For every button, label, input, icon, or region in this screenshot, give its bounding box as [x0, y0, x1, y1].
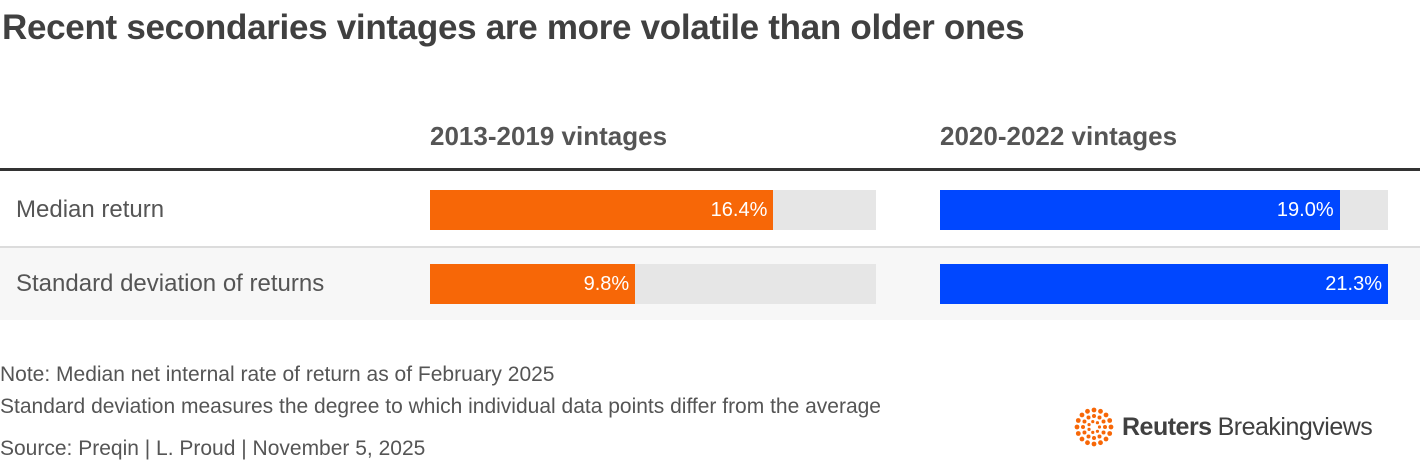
- logo-text-reuters: Reuters: [1122, 412, 1212, 441]
- bar-track: 16.4%: [430, 190, 876, 230]
- reuters-breakingviews-logo: Reuters Breakingviews: [1074, 404, 1414, 450]
- bar-value-label: 19.0%: [1276, 199, 1334, 221]
- logo-dot: [1092, 414, 1096, 418]
- logo-dot: [1103, 425, 1107, 429]
- chart-title: Recent secondaries vintages are more vol…: [2, 8, 1025, 47]
- logo-dot: [1087, 427, 1091, 431]
- logo-dot: [1101, 419, 1106, 424]
- header-rule: [0, 168, 1420, 171]
- column-header-2013-2019: 2013-2019 vintages: [430, 121, 668, 151]
- logo-dot: [1092, 436, 1096, 440]
- logo-dot: [1098, 408, 1103, 414]
- logo-dot: [1086, 415, 1091, 420]
- bar-value-label: 9.8%: [583, 273, 630, 295]
- logo-dot: [1101, 430, 1106, 435]
- logo-dot: [1097, 434, 1102, 439]
- logo-dot: [1095, 421, 1100, 425]
- logo-dot: [1103, 436, 1109, 442]
- logo-dot: [1097, 415, 1102, 420]
- column-header-2020-2022: 2020-2022 vintages: [940, 121, 1178, 151]
- row-label-median-return: Median return: [16, 196, 165, 223]
- bar-value-label: 16.4%: [710, 199, 768, 221]
- logo-dot: [1086, 434, 1091, 439]
- source-line: Source: Preqin | L. Proud | November 5, …: [0, 437, 426, 460]
- logo-dot: [1097, 425, 1102, 429]
- bar-track: 21.3%: [940, 264, 1388, 304]
- bar-2013-2019-median-return: 16.4%: [430, 190, 774, 230]
- logo-dot: [1085, 440, 1090, 446]
- logo-dot: [1082, 419, 1087, 424]
- logo-dot: [1091, 407, 1097, 413]
- bar-2020-2022-standard-deviation: 21.3%: [940, 264, 1388, 304]
- logo-dot: [1091, 441, 1097, 447]
- logo-dot: [1074, 424, 1080, 430]
- row-label-standard-deviation: Standard deviation of returns: [16, 270, 325, 297]
- bar-track: 9.8%: [430, 264, 876, 304]
- logo-dot: [1098, 440, 1103, 446]
- bar-value-label: 21.3%: [1325, 273, 1382, 295]
- logo-dot: [1087, 423, 1091, 427]
- logo-dot: [1075, 418, 1081, 423]
- bar-track: 19.0%: [940, 190, 1388, 230]
- logo-dot: [1075, 431, 1081, 436]
- note-line-2: Standard deviation measures the degree t…: [0, 395, 881, 418]
- logo-dot: [1103, 412, 1109, 418]
- logo-dot: [1091, 430, 1095, 434]
- reuters-dot-ring-icon: [1074, 407, 1114, 447]
- logo-dot: [1079, 436, 1085, 442]
- row-divider: [0, 246, 1420, 248]
- logo-dot: [1085, 408, 1090, 414]
- logo-dot: [1107, 431, 1113, 436]
- note-line-1: Note: Median net internal rate of return…: [0, 363, 555, 386]
- logo-dot: [1107, 418, 1113, 423]
- logo-dot: [1091, 420, 1095, 424]
- logo-dot: [1108, 424, 1114, 430]
- logo-text-breakingviews: Breakingviews: [1217, 412, 1373, 441]
- logo-dot: [1081, 425, 1085, 429]
- logo-dot: [1095, 429, 1100, 433]
- bar-2020-2022-median-return: 19.0%: [940, 190, 1340, 230]
- logo-dot: [1079, 412, 1085, 418]
- bar-2013-2019-standard-deviation: 9.8%: [430, 264, 636, 304]
- logo-dot: [1082, 430, 1087, 435]
